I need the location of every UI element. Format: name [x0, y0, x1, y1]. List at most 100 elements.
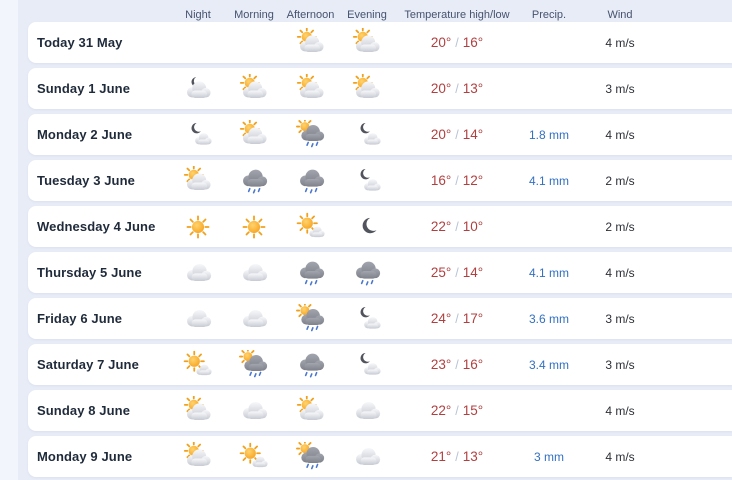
forecast-row[interactable]: Sunday 1 June 20°/13° 3 m/s [28, 68, 732, 109]
wind-cell: 4 m/s [605, 35, 635, 50]
lightrainshowers-day-icon [295, 303, 326, 334]
afternoon-weather-cell [282, 22, 339, 63]
col-wind: Wind [607, 8, 633, 21]
evening-weather-cell [339, 252, 395, 293]
temperature-cell: 20°/14° [395, 114, 519, 155]
afternoon-weather-cell [282, 390, 339, 431]
temp-separator: / [455, 127, 459, 142]
day-label: Monday 9 June [37, 449, 133, 464]
night-weather-cell [170, 206, 226, 247]
lightrain-icon [239, 166, 269, 196]
forecast-row[interactable]: Thursday 5 June 25°/14° 4.1 mm 4 m/s [28, 252, 732, 293]
forecast-row[interactable]: Wednesday 4 June 22°/10° 2 m/s [28, 206, 732, 247]
fair-night-icon [352, 166, 382, 196]
col-temperature: Temperature high/low [404, 8, 510, 21]
precip-cell: 3 mm [534, 449, 564, 464]
partlycloudy-day-icon [239, 119, 269, 150]
clearsky-day-icon [183, 212, 213, 242]
cloudy-icon [183, 258, 213, 288]
row-spacer [661, 114, 732, 155]
temp-high: 22° [430, 403, 452, 418]
day-label: Sunday 8 June [37, 403, 131, 418]
forecast-row[interactable]: Monday 9 June 21°/13° 3 mm 4 m/s [28, 436, 732, 477]
morning-weather-cell [226, 344, 282, 385]
row-spacer [661, 390, 732, 431]
temp-separator: / [455, 357, 459, 372]
lightrain-icon [296, 350, 326, 380]
wind-cell: 2 m/s [605, 219, 635, 234]
afternoon-weather-cell [282, 206, 339, 247]
afternoon-weather-cell [282, 68, 339, 109]
temp-high: 23° [430, 357, 452, 372]
forecast-row[interactable]: Monday 2 June 20°/14° 1.8 mm 4 m/s [28, 114, 732, 155]
wind-cell: 4 m/s [605, 449, 635, 464]
evening-weather-cell [339, 344, 395, 385]
cloudy-icon [239, 396, 269, 426]
forecast-rows: Today 31 May 20°/16° 4 m/s Sunday 1 June 20°… [28, 22, 732, 477]
night-weather-cell [170, 114, 226, 155]
day-label: Saturday 7 June [37, 357, 139, 372]
morning-weather-cell [226, 252, 282, 293]
temp-separator: / [455, 219, 459, 234]
partlycloudy-day-icon [296, 27, 326, 58]
col-morning: Morning [234, 8, 274, 21]
day-label: Wednesday 4 June [37, 219, 156, 234]
day-label: Today 31 May [37, 35, 123, 50]
forecast-row[interactable]: Sunday 8 June 22°/15° 4 m/s [28, 390, 732, 431]
temp-separator: / [455, 311, 459, 326]
day-label: Friday 6 June [37, 311, 123, 326]
afternoon-weather-cell [282, 298, 339, 339]
partlycloudy-night-icon [183, 74, 213, 104]
partlycloudy-day-icon [183, 395, 213, 426]
clearsky-day-icon [239, 212, 269, 242]
fair-night-icon [352, 350, 382, 380]
temperature-cell: 16°/12° [395, 160, 519, 201]
night-weather-cell [170, 252, 226, 293]
afternoon-weather-cell [282, 344, 339, 385]
day-label: Monday 2 June [37, 127, 133, 142]
forecast-row[interactable]: Today 31 May 20°/16° 4 m/s [28, 22, 732, 63]
clearsky-night-icon [352, 212, 382, 242]
morning-weather-cell [226, 390, 282, 431]
temp-low: 12° [462, 173, 484, 188]
row-spacer [661, 436, 732, 477]
lightrainshowers-day-icon [295, 441, 326, 472]
row-spacer [661, 68, 732, 109]
temp-separator: / [455, 81, 459, 96]
row-spacer [661, 206, 732, 247]
temperature-cell: 21°/13° [395, 436, 519, 477]
temperature-cell: 20°/16° [395, 22, 519, 63]
afternoon-weather-cell [282, 436, 339, 477]
partlycloudy-day-icon [183, 165, 213, 196]
forecast-row[interactable]: Friday 6 June 24°/17° 3.6 mm 3 m/s [28, 298, 732, 339]
afternoon-weather-cell [282, 160, 339, 201]
temperature-cell: 25°/14° [395, 252, 519, 293]
day-label: Thursday 5 June [37, 265, 142, 280]
cloudy-icon [183, 304, 213, 334]
forecast-row[interactable]: Tuesday 3 June 16°/12° 4.1 mm 2 m/s [28, 160, 732, 201]
forecast-row[interactable]: Saturday 7 June 23°/16° 3.4 mm 3 m/s [28, 344, 732, 385]
partlycloudy-day-icon [296, 73, 326, 104]
fair-day-icon [296, 212, 326, 242]
fair-day-icon [239, 442, 269, 472]
cloudy-icon [239, 304, 269, 334]
col-evening: Evening [347, 8, 387, 21]
col-afternoon: Afternoon [286, 8, 335, 21]
temp-separator: / [455, 449, 459, 464]
precip-cell: 3.4 mm [528, 357, 569, 372]
temperature-cell: 24°/17° [395, 298, 519, 339]
temp-low: 16° [462, 35, 484, 50]
temp-low: 15° [462, 403, 484, 418]
temp-high: 22° [430, 219, 452, 234]
evening-weather-cell [339, 298, 395, 339]
precip-cell [519, 22, 579, 63]
precip-cell: 4.1 mm [528, 265, 569, 280]
afternoon-weather-cell [282, 114, 339, 155]
afternoon-weather-cell [282, 252, 339, 293]
precip-cell: 3.6 mm [528, 311, 569, 326]
temp-low: 14° [462, 127, 484, 142]
precip-cell: 1.8 mm [528, 127, 569, 142]
temp-high: 25° [430, 265, 452, 280]
evening-weather-cell [339, 436, 395, 477]
